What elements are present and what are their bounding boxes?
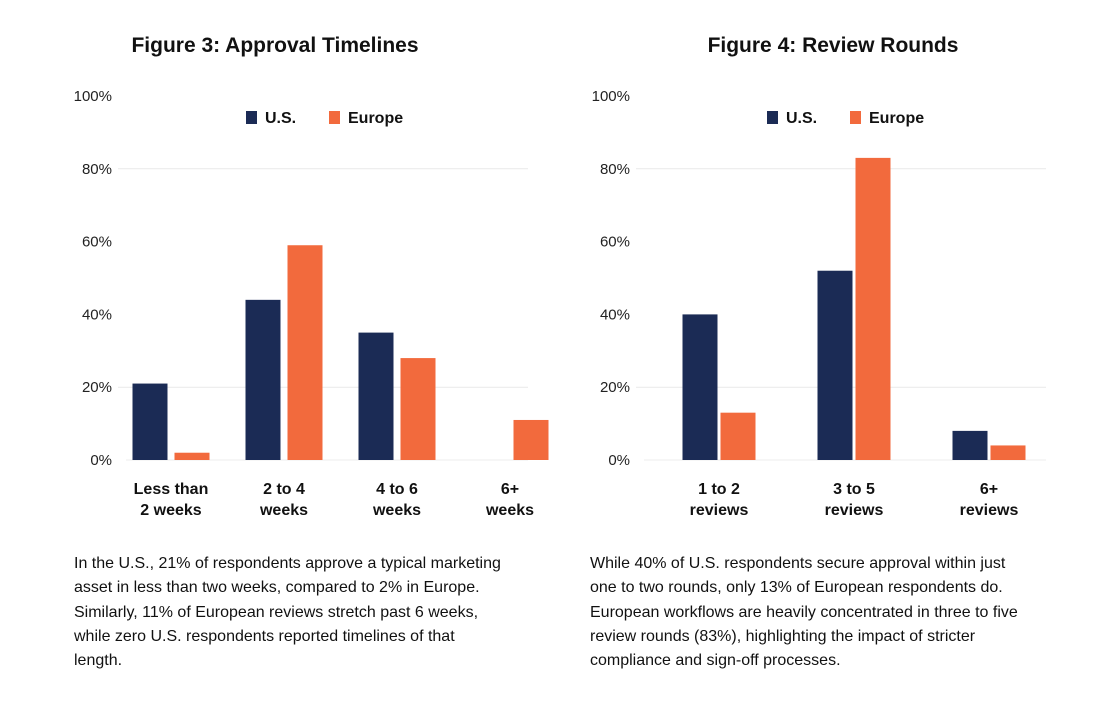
x-category-label: 1 to 2 — [698, 481, 740, 498]
x-category-label: 4 to 6 — [376, 481, 418, 498]
x-category-label: 6+ — [501, 481, 519, 498]
bar-europe-2 — [990, 445, 1026, 460]
legend-label: U.S. — [786, 110, 817, 127]
legend-label: Europe — [348, 110, 403, 127]
gridlines — [118, 168, 528, 388]
x-category-label: weeks — [485, 502, 534, 519]
bar-europe-0 — [720, 412, 756, 460]
legend: U.S. Europe — [767, 110, 924, 127]
bar-europe-0 — [174, 452, 210, 460]
figure-3-chart: 0% 20% 40% 60% 80% 100% Less than 2 weeks 2 to 4… — [74, 88, 549, 519]
x-category-label: reviews — [825, 502, 884, 519]
x-category-label: Less than — [134, 481, 209, 498]
figure-4-chart: 0% 20% 40% 60% 80% 100% 1 to 2 reviews 3 to 5 rev… — [592, 88, 1046, 519]
legend-swatch — [329, 111, 340, 124]
x-category-label: reviews — [960, 502, 1019, 519]
bar-us-1 — [817, 270, 853, 460]
bars: Less than 2 weeks 2 to 4 weeks 4 to 6 weeks 6+… — [132, 245, 549, 519]
y-tick-label: 40% — [82, 306, 112, 323]
y-tick-label: 40% — [600, 306, 630, 323]
x-category-label: weeks — [372, 502, 421, 519]
legend: U.S. Europe — [246, 110, 403, 127]
x-category-label: reviews — [690, 502, 749, 519]
figure-4-caption: While 40% of U.S. respondents secure app… — [590, 555, 1018, 670]
x-category-label: weeks — [259, 502, 308, 519]
legend-label: Europe — [869, 110, 924, 127]
y-axis: 0% 20% 40% 60% 80% 100% — [74, 88, 112, 469]
bar-europe-1 — [287, 245, 323, 460]
bar-europe-1 — [855, 157, 891, 460]
x-category-label: 6+ — [980, 481, 998, 498]
y-tick-label: 100% — [592, 88, 630, 105]
y-tick-label: 60% — [82, 234, 112, 251]
figure-4-title: Figure 4: Review Rounds — [707, 34, 959, 57]
y-axis: 0% 20% 40% 60% 80% 100% — [592, 88, 630, 469]
legend-swatch — [850, 111, 861, 124]
bar-us-0 — [682, 314, 718, 460]
x-category-label: 2 weeks — [140, 502, 201, 519]
bar-us-1 — [245, 299, 281, 460]
x-category-label: 3 to 5 — [833, 481, 875, 498]
y-tick-label: 80% — [82, 161, 112, 178]
figure-4-panel: Figure 4: Review Rounds 0% 20% 40% 60% 80% 10… — [558, 0, 1116, 721]
y-tick-label: 60% — [600, 234, 630, 251]
bars: 1 to 2 reviews 3 to 5 reviews 6+ reviews — [682, 157, 1026, 519]
legend-swatch — [246, 111, 257, 124]
bar-europe-2 — [400, 358, 436, 460]
y-tick-label: 20% — [600, 379, 630, 396]
y-tick-label: 20% — [82, 379, 112, 396]
y-tick-label: 0% — [608, 452, 630, 469]
y-tick-label: 80% — [600, 161, 630, 178]
figure-3-caption: In the U.S., 21% of respondents approve … — [74, 555, 501, 670]
bar-us-2 — [358, 332, 394, 460]
figure-3-panel: Figure 3: Approval Timelines 0% 20% 40% 60%… — [74, 34, 549, 670]
x-category-label: 2 to 4 — [263, 481, 305, 498]
y-tick-label: 0% — [90, 452, 112, 469]
y-tick-label: 100% — [74, 88, 112, 105]
bar-us-2 — [952, 430, 988, 460]
legend-swatch — [767, 111, 778, 124]
bar-europe-3 — [513, 419, 549, 460]
bar-us-0 — [132, 383, 168, 460]
figure-3-title: Figure 3: Approval Timelines — [131, 34, 419, 57]
legend-label: U.S. — [265, 110, 296, 127]
